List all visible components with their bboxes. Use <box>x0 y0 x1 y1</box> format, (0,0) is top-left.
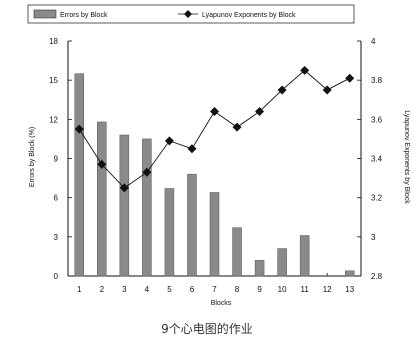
point-lyapunov <box>277 85 287 95</box>
bar-errors <box>142 138 152 277</box>
x-tick-label: 3 <box>122 285 127 294</box>
point-lyapunov <box>187 144 197 154</box>
legend: Errors by Block Lyapunov Exponents by Bl… <box>27 4 355 24</box>
x-tick-label: 4 <box>145 285 150 294</box>
x-tick-label: 6 <box>190 285 195 294</box>
bar-errors <box>209 192 220 277</box>
point-lyapunov <box>119 183 129 193</box>
bars <box>74 73 355 277</box>
bar-errors <box>119 134 130 277</box>
y-axis-label-right: Lyapunov Exponents by Block <box>403 110 410 204</box>
y-tick-label-right: 4 <box>371 37 376 46</box>
x-axis-label: Blocks <box>211 300 232 307</box>
y-tick-label-right: 3.4 <box>371 155 383 164</box>
point-lyapunov <box>97 159 107 169</box>
bar-errors <box>164 188 175 277</box>
x-tick-label: 12 <box>323 285 332 294</box>
y-tick-label-left: 12 <box>49 115 58 124</box>
point-lyapunov <box>74 124 84 134</box>
bar-errors <box>232 227 242 277</box>
point-lyapunov <box>142 167 152 177</box>
bar-errors <box>344 270 355 277</box>
bar-errors <box>254 260 265 277</box>
y-tick-label-right: 3.6 <box>371 115 383 124</box>
bar-errors <box>187 173 197 277</box>
y-axis-label-left: Errors by Block (%) <box>29 127 36 187</box>
y-tick-label-left: 0 <box>54 272 59 281</box>
point-lyapunov <box>322 85 332 95</box>
point-lyapunov <box>232 122 242 132</box>
bar-errors <box>74 73 85 277</box>
legend-diamond-marker <box>184 10 192 18</box>
legend-line-label: Lyapunov Exponents by Block <box>202 12 296 19</box>
x-tick-label: 5 <box>167 285 172 294</box>
y-tick-label-left: 18 <box>49 37 58 46</box>
y-tick-label-left: 3 <box>54 233 59 242</box>
x-tick-label: 8 <box>235 285 240 294</box>
x-tick-label: 9 <box>257 285 262 294</box>
x-tick-label: 7 <box>212 285 217 294</box>
y-tick-label-right: 3.2 <box>371 194 383 203</box>
point-lyapunov <box>345 73 355 83</box>
x-tick-label: 13 <box>345 285 354 294</box>
point-lyapunov <box>255 107 265 116</box>
legend-bar-label: Errors by Block <box>60 12 108 19</box>
x-tick-label: 1 <box>77 285 82 294</box>
lyapunov-line <box>74 65 355 193</box>
x-tick-label: 2 <box>100 285 105 294</box>
point-lyapunov <box>300 65 310 75</box>
y-tick-label-left: 15 <box>49 76 58 85</box>
y-tick-label-right: 3 <box>371 233 376 242</box>
figure-caption: 9个心电图的作业 <box>161 322 253 336</box>
point-lyapunov <box>164 136 174 146</box>
bar-errors <box>299 235 310 277</box>
bar-errors <box>277 248 287 277</box>
point-lyapunov <box>210 107 219 116</box>
y-tick-label-left: 9 <box>54 155 59 164</box>
legend-bar-swatch <box>33 9 57 19</box>
y-tick-label-right: 2.8 <box>371 272 383 281</box>
x-tick-label: 11 <box>300 285 309 294</box>
bar-errors <box>97 121 107 277</box>
y-tick-label-left: 6 <box>54 194 59 203</box>
y-tick-label-right: 3.8 <box>371 76 383 85</box>
x-tick-label: 10 <box>278 285 287 294</box>
